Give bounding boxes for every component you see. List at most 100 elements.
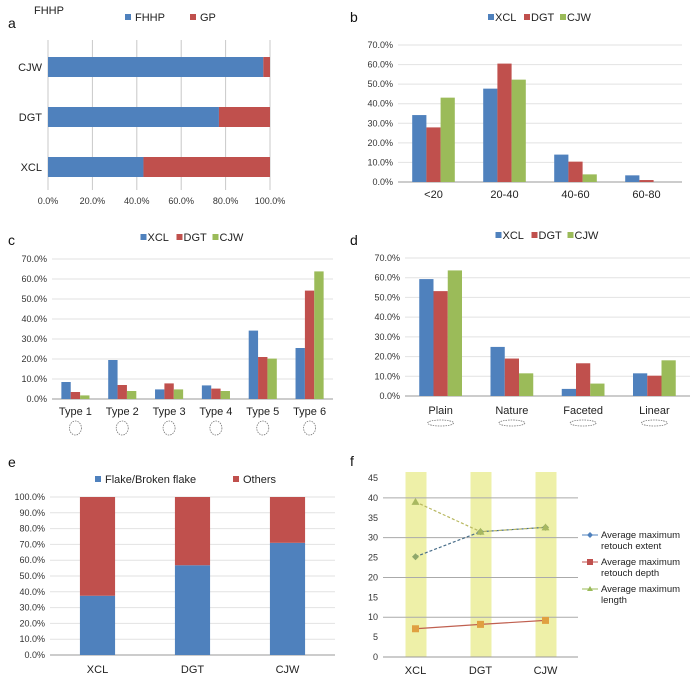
x-category-label: 40-60 [561,189,589,201]
legend-marker-triangle [587,586,593,591]
y-tick-label: 40.0% [367,99,393,109]
bar-d-xcl-2 [561,388,576,396]
artifact-sketch-icon [427,419,455,427]
legend-label: XCL [503,230,524,242]
bar-c-xcl-2 [155,389,165,399]
artifact-sketch-icon [209,420,223,436]
bar-b-dgt-1 [497,63,512,182]
bar-c-xcl-3 [201,385,212,399]
bar-d-dgt-0 [433,291,448,396]
bar-b-dgt-3 [639,180,654,182]
legend-label-line: retouch extent [601,541,662,552]
chart-panel-c: c 0.0% 10.0% 20.0% 30.0% 40.0% 50.0% 60.0% 70.0%… [8,232,333,436]
legend-swatch [95,476,101,482]
bar-a-fhhp-xcl [48,157,144,177]
y-category-label: DGT [19,112,43,124]
bar-c-dgt-4 [258,357,268,399]
x-category-label: Type 4 [199,406,232,418]
y-tick-label: 60.0% [21,274,47,284]
y-tick-label: 30.0% [21,334,47,344]
y-tick-label: 10.0% [374,371,400,381]
data-point-square [477,620,484,628]
y-tick-label: 70.0% [19,539,45,549]
y-tick-label: 25 [368,553,378,563]
data-point-diamond [412,553,419,561]
x-category-label: <20 [424,189,443,201]
legend-label: DGT [531,12,555,24]
y-tick-label: 60.0% [19,555,45,565]
x-category-label: Linear [639,405,670,417]
legend-label: Average maximum retouch extent [601,530,680,552]
artifact-sketch-icon [162,420,176,436]
bar-b-xcl-3 [625,175,640,182]
panel-label: a [8,15,16,31]
legend-swatch [176,234,183,240]
x-category-label: Type 2 [106,406,139,418]
y-tick-label: 20 [368,572,378,582]
bar-a-gp-dgt [218,107,270,127]
panel-label: f [350,453,354,469]
bar-c-cjw-5 [314,271,324,399]
y-tick-label: 30.0% [374,332,400,342]
artifact-sketch-icon [303,420,316,436]
bar-c-dgt-2 [164,383,174,399]
y-tick-label: 50.0% [374,292,400,302]
x-category-label: Nature [495,405,528,417]
legend-label-line: retouch depth [601,568,659,579]
x-category-label: 60-80 [632,189,660,201]
category-band [470,472,492,657]
y-category-label: CJW [18,62,42,74]
bar-b-cjw-0 [440,97,455,182]
y-tick-label: 40.0% [374,312,400,322]
bar-a-gp-xcl [143,157,270,177]
y-tick-label: 20.0% [367,138,393,148]
data-point-triangle [476,527,485,535]
x-tick-label: 100.0% [255,196,286,206]
legend-label: GP [200,12,216,24]
bar-d-cjw-2 [590,383,605,396]
y-tick-label: 5 [373,632,378,642]
chart-panel-f: f 0 5 10 15 20 25 30 35 40 45 XCL DGT CJW Average maxi… [350,453,680,677]
bar-c-xcl-0 [61,382,71,399]
legend-swatch [495,232,502,238]
category-band [405,472,427,657]
bar-b-xcl-2 [554,154,569,182]
x-category-label: CJW [534,665,558,677]
bar-e-1-xcl [79,497,116,596]
bar-b-cjw-1 [511,79,526,182]
chart-panel-b: b 0.0% 10.0% 20.0% 30.0% 40.0% 50.0% 60.0% 70.0%… [350,9,682,201]
x-tick-label: 20.0% [80,196,106,206]
y-tick-label: 30 [368,533,378,543]
y-tick-label: 0.0% [24,650,45,660]
x-category-label: DGT [181,664,205,676]
x-category-label: XCL [87,664,108,676]
x-category-label: Type 3 [153,406,186,418]
artifact-sketch-icon [256,420,270,436]
legend-label-line: Average maximum [601,584,680,595]
bar-b-xcl-0 [412,115,427,182]
y-tick-label: 30.0% [367,118,393,128]
y-tick-label: 0.0% [372,177,393,187]
legend-marker-diamond [587,532,593,538]
y-tick-label: 35 [368,513,378,523]
bar-d-cjw-1 [519,373,534,396]
bar-b-xcl-1 [483,88,498,182]
data-point-triangle [411,497,420,505]
y-tick-label: 60.0% [374,273,400,283]
y-tick-label: 10 [368,612,378,622]
legend-marker-square [587,559,593,565]
x-tick-label: 40.0% [124,196,150,206]
y-tick-label: 70.0% [374,253,400,263]
y-category-label: XCL [21,162,42,174]
bar-d-xcl-0 [419,279,434,396]
bar-e-0-cjw [269,542,306,655]
legend-label: XCL [148,232,169,244]
legend-label: Flake/Broken flake [105,474,196,486]
legend-label: CJW [220,232,244,244]
bar-d-dgt-2 [576,363,591,396]
legend-label-line: length [601,595,627,606]
chart-panel-a: a FHHP 0.0% 20.0% 40.0% 60.0% 80.0% 100.0% CJW DG… [8,5,285,206]
x-category-label: DGT [469,665,493,677]
y-tick-label: 50.0% [21,294,47,304]
